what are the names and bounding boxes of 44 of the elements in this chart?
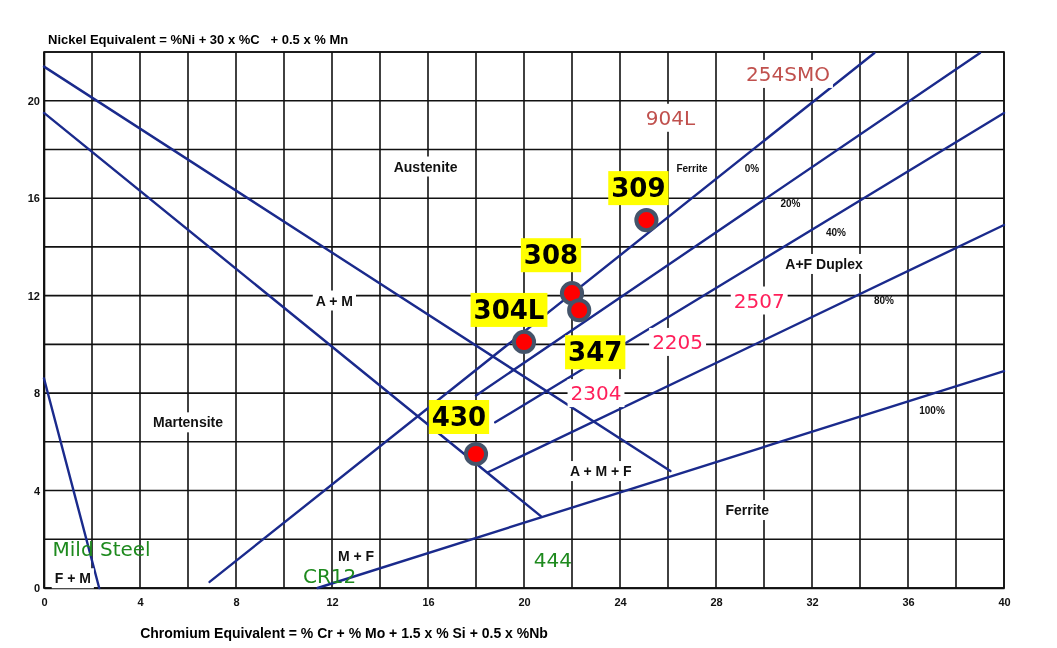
x-tick-label: 12 bbox=[326, 595, 339, 608]
annotation: 80% bbox=[873, 295, 895, 307]
annotation: 430 bbox=[431, 402, 487, 432]
x-tick-label: 16 bbox=[422, 595, 435, 608]
x-tick-label: 24 bbox=[614, 595, 628, 608]
annotation: 2507 bbox=[733, 288, 785, 313]
annotation: M + F bbox=[337, 548, 375, 565]
annotation: A+F Duplex bbox=[785, 255, 863, 272]
annotation: 0% bbox=[744, 163, 760, 175]
annotation: 2304 bbox=[570, 381, 622, 406]
x-tick-label: 20 bbox=[518, 595, 531, 608]
annotation: 2205 bbox=[652, 329, 704, 354]
annotation: 20% bbox=[780, 197, 801, 209]
y-tick-label: 8 bbox=[33, 387, 40, 400]
annotation: 254SMO bbox=[746, 61, 830, 86]
y-tick-label: 16 bbox=[27, 192, 40, 205]
annotation: 347 bbox=[568, 337, 623, 368]
x-axis-title: Chromium Equivalent = % Cr + % Mo + 1.5 x % Si + 0.5 x %Nb bbox=[140, 625, 548, 641]
annotation: Ferrite bbox=[725, 502, 770, 519]
annotation: F + M bbox=[54, 570, 91, 587]
x-tick-label: 0 bbox=[41, 595, 48, 608]
y-tick-label: 0 bbox=[33, 582, 40, 595]
y-tick-label: 12 bbox=[27, 289, 40, 302]
annotation: Austenite bbox=[393, 158, 458, 175]
x-tick-label: 4 bbox=[137, 595, 145, 608]
x-tick-label: 36 bbox=[902, 595, 915, 608]
x-tick-label: 32 bbox=[806, 595, 819, 608]
y-axis-title: Nickel Equivalent = %Ni + 30 x %C + 0.5 x % Mn bbox=[48, 32, 349, 47]
annotation: 304L bbox=[473, 294, 545, 325]
annotation: 904L bbox=[645, 105, 696, 130]
annotation: 309 bbox=[611, 173, 666, 204]
x-tick-label: 8 bbox=[233, 595, 240, 608]
annotation: A + M + F bbox=[569, 463, 633, 480]
y-tick-label: 20 bbox=[27, 94, 40, 107]
annotation: A + M bbox=[315, 292, 354, 309]
annotation: Martensite bbox=[152, 414, 224, 431]
x-tick-label: 40 bbox=[998, 595, 1011, 608]
annotation: 308 bbox=[523, 240, 579, 271]
annotation: Ferrite bbox=[676, 163, 708, 175]
y-tick-label: 4 bbox=[33, 484, 41, 497]
annotation: 40% bbox=[825, 226, 847, 238]
annotation: 444 bbox=[533, 547, 572, 572]
x-tick-label: 28 bbox=[710, 595, 723, 608]
annotation: 100% bbox=[919, 404, 945, 416]
